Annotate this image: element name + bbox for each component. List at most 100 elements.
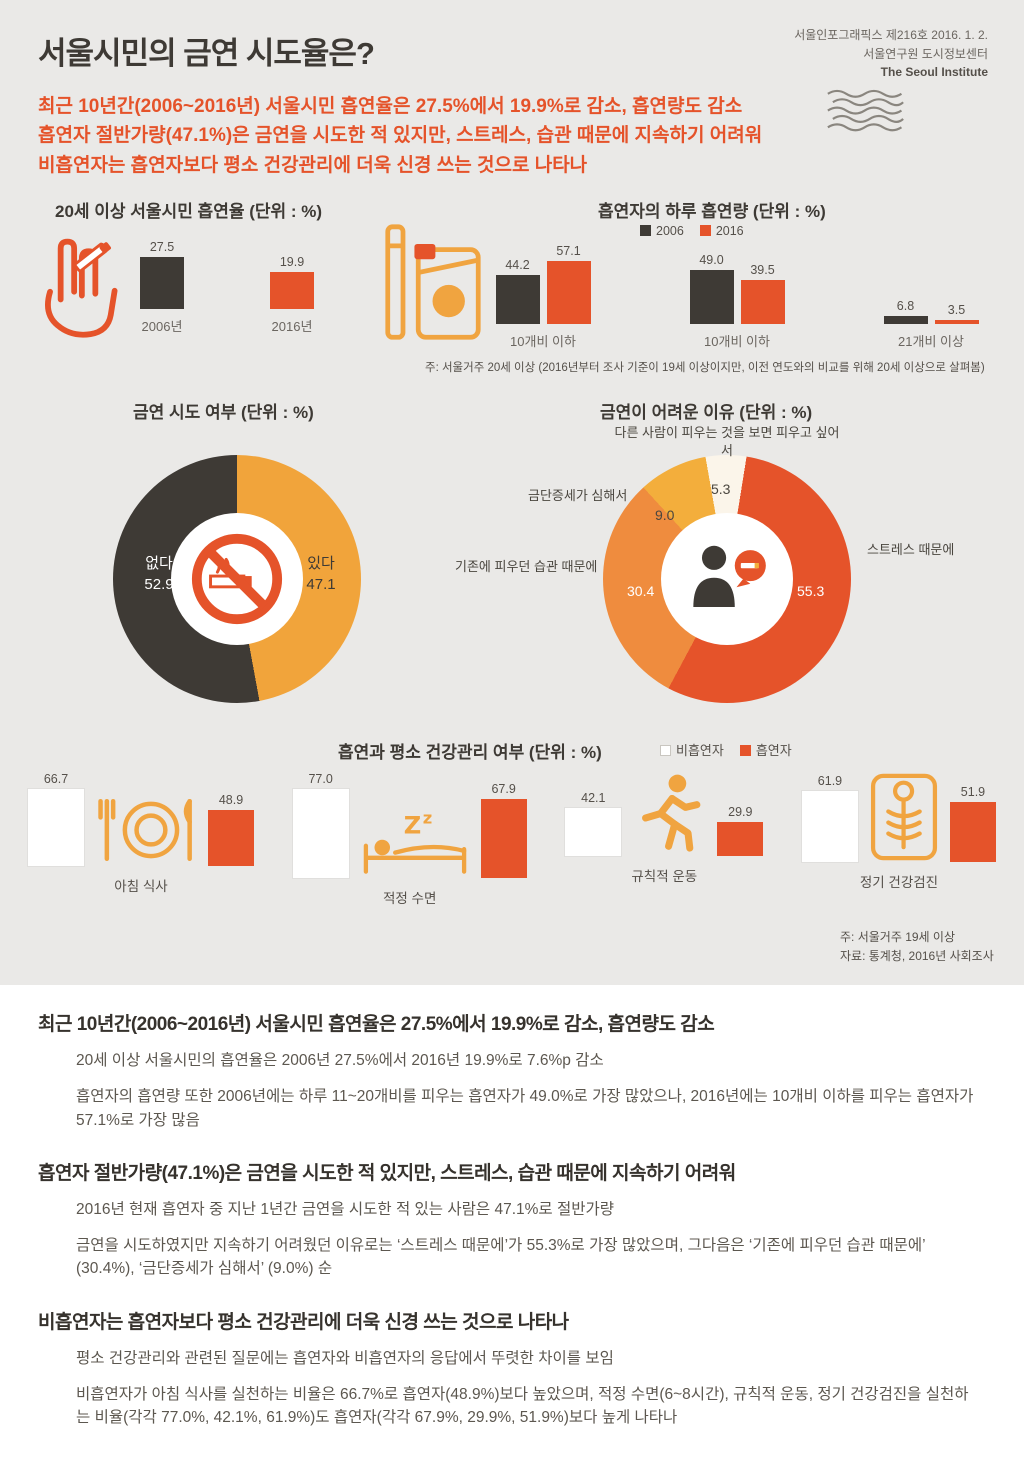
health-group-breakfast: 66.7 48.9 아침 식사 [28,772,254,907]
legend-swatch-smoker [739,745,751,756]
svg-text:Z: Z [403,811,420,839]
slice-label-no: 없다 52.9 [144,555,174,593]
bar-smoker [208,809,254,866]
donut-hole [171,513,303,645]
seoul-institute-logo-icon [827,89,904,132]
svg-text:z: z [422,808,432,827]
daily-amount-chart: 44.2 57.1 10개비 이하 49.0 39.5 10개비 이하 6.8 … [494,244,980,350]
bar-nonsmoker [28,789,84,866]
bar-2006 [883,316,928,324]
source-notes: 주: 서울거주 19세 이상 자료: 통계청, 2016년 사회조사 [840,928,994,966]
quit-attempt-title: 금연 시도 여부 (단위 : %) [133,403,314,422]
intro-summary: 최근 10년간(2006~2016년) 서울시민 흡연율은 27.5%에서 19… [38,92,762,180]
bar-smoker [717,821,764,856]
daily-amount-legend: 2006 2016 [640,224,744,238]
bar-2016 [270,271,314,310]
legend-item-2016: 2016 [699,224,744,238]
smoking-rate-chart: 27.5 2006년 19.9 2016년 [132,240,322,335]
quit-difficulty-title: 금연이 어려운 이유 (단위 : %) [600,403,813,422]
bar-2006 [689,269,734,324]
legend-item-nonsmoker: 비흡연자 [660,740,724,759]
intro-line: 최근 10년간(2006~2016년) 서울시민 흡연율은 27.5%에서 19… [38,96,743,117]
slice-value: 9.0 [655,507,675,523]
bar-group: 6.8 3.5 21개비 이상 [882,299,980,350]
meal-icon [98,798,192,861]
group-label: 10개비 이하 [704,333,770,349]
health-chart: 66.7 48.9 아침 식사 77.0 [28,772,996,907]
group-label: 10개비 이하 [510,333,576,349]
cigarette-pack-icon [385,224,481,340]
section-heading: 비흡연자는 흡연자보다 평소 건강관리에 더욱 신경 쓰는 것으로 나타나 [38,1311,569,1333]
bar-2006 [495,275,540,324]
section-paragraph: 금연을 시도하였지만 지속하기 어려웠던 이유로는 ‘스트레스 때문에’가 55… [76,1237,926,1278]
note-line: 주: 서울거주 19세 이상 [840,930,956,944]
quit-difficulty-donut: 5.3 9.0 30.4 55.3 [603,455,851,703]
group-label: 아침 식사 [114,878,168,894]
daily-amount-title: 흡연자의 하루 흡연량 (단위 : %) [598,202,826,221]
section-paragraph: 흡연자의 흡연량 또한 2006년에는 하루 11~20개비를 피우는 흡연자가… [76,1088,974,1129]
bar-label: 2006년 [141,319,183,335]
section-paragraph: 2016년 현재 흡연자 중 지난 1년간 금연을 시도한 적 있는 사람은 4… [76,1200,615,1218]
intro-line: 흡연자 절반가량(47.1%)은 금연을 시도한 적 있지만, 스트레스, 습관… [38,125,763,147]
intro-line: 비흡연자는 흡연자보다 평소 건강관리에 더욱 신경 쓰는 것으로 나타나 [38,154,588,176]
institute-block: 서울인포그래픽스 제216호 2016. 1. 2. 서울연구원 도시정보센터 … [794,26,988,139]
health-group-checkup: 61.9 51.9 정기 건강검진 [801,772,996,907]
hand-cigarette-icon [45,238,118,338]
slice-callout-withdrawal: 금단증세가 심해서 [528,488,628,503]
slice-value: 55.3 [797,583,825,599]
legend-swatch-2006 [640,225,651,236]
bar-nonsmoker [801,790,858,862]
bar-value: 27.5 [149,240,175,254]
bar-column-2016: 19.9 2016년 [262,255,322,336]
bar-smoker [949,802,996,862]
bar-label: 2016년 [271,319,313,335]
run-icon [642,774,701,852]
bar-value: 19.9 [279,254,305,269]
legend-swatch-2016 [699,225,711,236]
health-legend: 비흡연자 흡연자 [660,740,792,759]
issue-line: 서울인포그래픽스 제216호 2016. 1. 2. [794,28,988,42]
xray-icon [870,773,938,861]
infographic-canvas: 서울시민의 금연 시도율은? 서울인포그래픽스 제216호 2016. 1. 2… [0,0,1024,985]
bar-group: 49.0 39.5 10개비 이하 [688,253,786,350]
health-title: 흡연과 평소 건강관리 여부 (단위 : %) [338,743,602,762]
legend-swatch-nonsmoker [660,745,671,756]
section-paragraph: 20세 이상 서울시민의 흡연율은 2006년 27.5%에서 2016년 19… [76,1052,604,1069]
group-label: 21개비 이상 [898,333,964,349]
bar-column-2006: 27.5 2006년 [132,240,192,335]
slice-callout-stress: 스트레스 때문에 [867,542,955,557]
donut-hole [661,513,793,645]
section-heading: 최근 10년간(2006~2016년) 서울시민 흡연율은 27.5%에서 19… [38,1014,715,1035]
group-label: 정기 건강검진 [859,875,939,890]
section-heading: 흡연자 절반가량(47.1%)은 금연을 시도한 적 있지만, 스트레스, 습관… [38,1162,736,1184]
bar-nonsmoker [292,789,349,878]
group-label: 적정 수면 [382,890,437,906]
bar-smoker [480,799,527,878]
health-group-exercise: 42.1 29.9 규칙적 운동 [565,772,764,907]
note-line: 자료: 통계청, 2016년 사회조사 [840,949,994,964]
smoking-rate-title: 20세 이상 서울시민 흡연율 (단위 : %) [55,202,323,221]
group-label: 규칙적 운동 [631,869,698,884]
no-smoking-icon [191,533,283,625]
report-text: 최근 10년간(2006~2016년) 서울시민 흡연율은 27.5%에서 19… [0,985,1024,1459]
person-speech-icon [693,545,766,608]
slice-value: 5.3 [711,481,731,497]
bar-2016 [546,261,591,324]
slice-callout-others-smoking: 다른 사람이 피우는 것을 보면 피우고 싶어서 [614,425,840,459]
slice-callout-habit: 기존에 피우던 습관 때문에 [455,559,598,574]
bar-2016 [740,280,785,324]
legend-item-2006: 2006 [640,224,684,238]
survey-note: 주: 서울거주 20세 이상 (2016년부터 조사 기준이 19세 이상이지만… [425,362,985,374]
page-title: 서울시민의 금연 시도율은? [38,36,375,71]
section-paragraph: 비흡연자가 아침 식사를 실천하는 비율은 66.7%로 흡연자(48.9%)보… [76,1385,969,1426]
bar-nonsmoker [565,807,622,856]
slice-value: 30.4 [627,583,655,599]
org-name-en: The Seoul Institute [880,65,988,80]
health-group-sleep: 77.0 Z z 67.9 적정 수면 [292,772,527,907]
legend-item-smoker: 흡연자 [739,740,792,759]
bar-2006 [140,257,184,310]
section-paragraph: 평소 건강관리와 관련된 질문에는 흡연자와 비흡연자의 응답에서 뚜렷한 차이… [76,1349,614,1367]
quit-attempt-donut: 없다 52.9 있다 47.1 [113,455,361,703]
bar-2016 [934,319,979,324]
org-line: 서울연구원 도시정보센터 [863,46,988,61]
